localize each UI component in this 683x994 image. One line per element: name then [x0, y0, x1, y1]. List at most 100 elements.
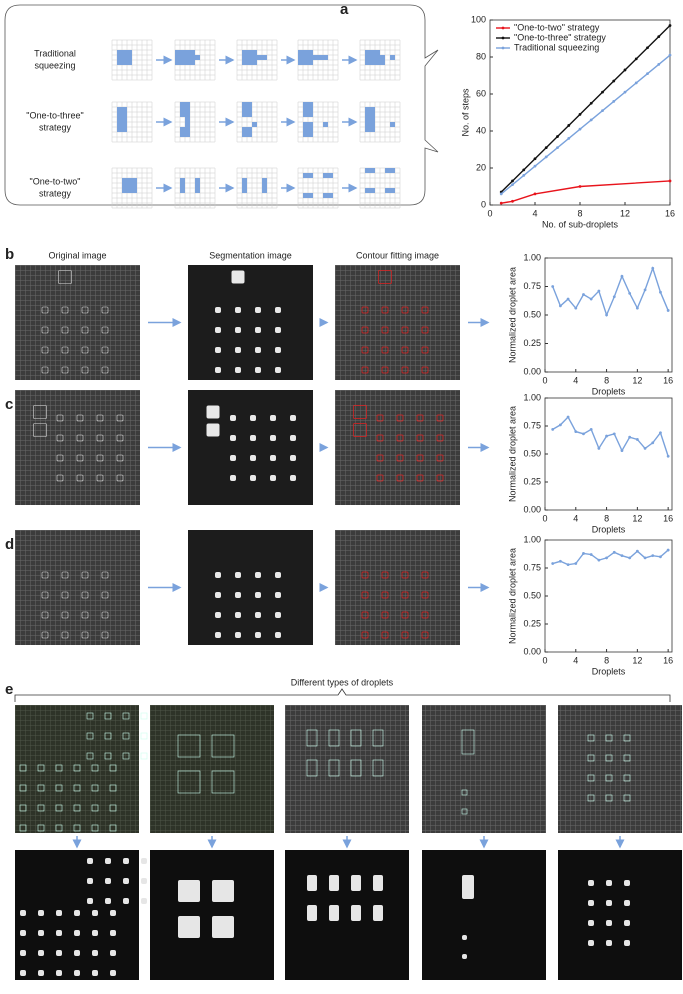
droplet-mask	[92, 970, 98, 976]
y-tick-label: 0.50	[523, 448, 541, 458]
droplet	[185, 117, 190, 127]
droplet-outline	[61, 611, 69, 619]
droplet-outline	[101, 326, 109, 334]
droplet-mask	[290, 475, 296, 481]
droplet-mask	[235, 612, 241, 618]
droplet-contour	[401, 366, 409, 374]
droplet-mask	[255, 347, 261, 353]
droplet-mask	[462, 875, 474, 899]
data-point	[620, 554, 624, 558]
droplet-mask	[230, 415, 236, 421]
data-point	[612, 79, 616, 83]
data-point	[499, 201, 503, 205]
droplet-mask	[290, 455, 296, 461]
droplet-mask	[206, 405, 220, 419]
y-tick-label: 80	[476, 51, 486, 61]
droplet-mask	[275, 612, 281, 618]
droplet-outline	[587, 774, 595, 782]
grid-thumbnail	[359, 167, 401, 209]
droplet-outline	[19, 784, 27, 792]
data-point	[511, 199, 514, 203]
series-line	[501, 180, 671, 204]
droplet-mask	[250, 415, 256, 421]
droplet-mask	[20, 910, 26, 916]
droplet-outline	[61, 326, 69, 334]
y-tick-label: 0	[481, 199, 486, 209]
data-point	[605, 556, 608, 560]
droplet-contour	[381, 611, 389, 619]
droplet-outline	[461, 808, 468, 815]
droplet-outline	[101, 571, 109, 579]
droplet-contour	[421, 326, 429, 334]
data-point	[556, 146, 559, 150]
column-header: Segmentation image	[209, 250, 292, 260]
droplet-mask	[231, 270, 245, 284]
droplet-mask	[123, 898, 129, 904]
x-tick-label: 0	[487, 208, 492, 218]
data-point	[666, 548, 670, 552]
droplet-mask	[87, 858, 93, 864]
droplet-mask	[215, 572, 221, 578]
legend-marker	[501, 36, 505, 40]
droplet	[385, 168, 395, 173]
droplet-mask	[87, 878, 93, 884]
droplet-mask	[462, 954, 467, 959]
droplet-mask	[250, 435, 256, 441]
bracket	[14, 688, 671, 702]
legend-label: "One-to-two" strategy	[514, 22, 600, 32]
data-point	[666, 309, 670, 312]
droplet-outline	[605, 774, 613, 782]
x-tick-label: 4	[532, 208, 537, 218]
droplet	[313, 55, 328, 60]
legend-label: Traditional squeezing	[514, 42, 599, 52]
grid-thumbnail	[297, 39, 339, 81]
data-point	[558, 423, 562, 427]
droplet	[323, 173, 333, 178]
droplet-outline	[211, 770, 235, 794]
droplet-contour	[401, 591, 409, 599]
series-line	[552, 266, 669, 318]
droplet-mask	[38, 970, 44, 976]
droplet	[122, 178, 137, 193]
droplet-mask	[255, 612, 261, 618]
series-line	[552, 415, 669, 457]
micrograph	[285, 850, 409, 980]
droplet-outline	[461, 729, 475, 755]
droplet-mask	[110, 970, 116, 976]
droplet-contour	[416, 454, 424, 462]
y-tick-label: 0.75	[523, 420, 541, 430]
data-point	[597, 289, 601, 293]
y-tick-label: 0.25	[523, 338, 541, 348]
droplet-mask	[230, 435, 236, 441]
data-point	[612, 432, 616, 436]
droplet-outline	[623, 794, 631, 802]
droplet-outline	[19, 764, 27, 772]
x-tick-label: 4	[573, 375, 578, 385]
droplet-outline	[76, 454, 84, 462]
grid-thumbnail	[174, 167, 216, 209]
grid-thumbnail	[111, 167, 153, 209]
y-tick-label: 0.00	[523, 646, 541, 656]
grid-thumbnail	[297, 101, 339, 143]
droplet-contour	[401, 326, 409, 334]
droplet-outline	[140, 732, 148, 740]
droplet-mask	[235, 632, 241, 638]
data-point	[511, 179, 514, 183]
droplet-mask	[215, 327, 221, 333]
droplet-outline	[91, 804, 99, 812]
micrograph	[285, 705, 409, 833]
droplet-mask	[270, 475, 276, 481]
droplet-outline	[328, 729, 340, 747]
x-tick-label: 0	[542, 513, 547, 523]
droplet-outline	[81, 611, 89, 619]
data-point	[582, 432, 585, 436]
droplet-mask	[206, 423, 220, 437]
droplet-outline	[177, 734, 201, 758]
droplet-outline	[56, 474, 64, 482]
droplet-mask	[230, 455, 236, 461]
data-point	[574, 430, 578, 433]
droplet-mask	[92, 910, 98, 916]
data-point	[544, 155, 548, 159]
droplet-outline	[101, 366, 109, 374]
data-point	[612, 295, 616, 299]
